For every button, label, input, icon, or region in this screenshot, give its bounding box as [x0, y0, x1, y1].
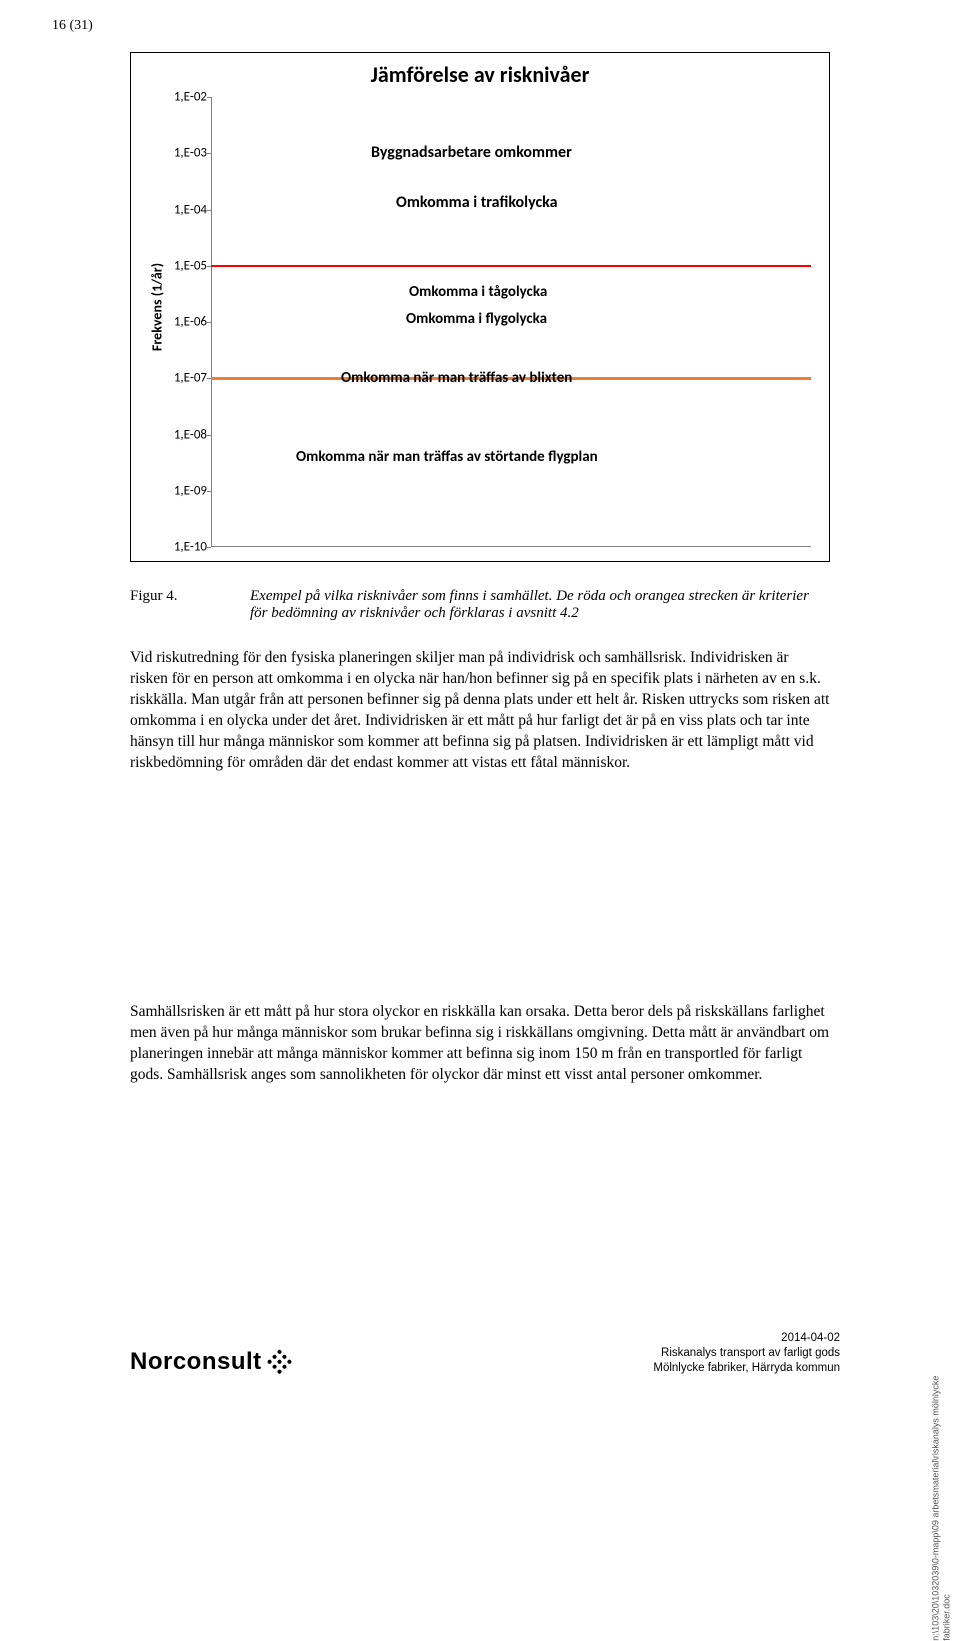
- y-tick-label: 1,E-06: [161, 315, 207, 330]
- y-tick-mark: [207, 435, 211, 436]
- y-tick-label: 1,E-09: [161, 483, 207, 498]
- y-tick-label: 1,E-04: [161, 202, 207, 217]
- y-tick-mark: [207, 491, 211, 492]
- footer-date: 2014-04-02: [653, 1331, 840, 1346]
- y-tick-label: 1,E-07: [161, 371, 207, 386]
- caption-label: Figur 4.: [130, 588, 250, 622]
- y-tick-label: 1,E-03: [161, 146, 207, 161]
- y-tick-label: 1,E-08: [161, 427, 207, 442]
- event-label: Omkomma när man träffas av störtande fly…: [296, 448, 598, 466]
- paragraph-1: Vid riskutredning för den fysiska planer…: [130, 648, 830, 774]
- logo-text: Norconsult: [130, 1348, 262, 1376]
- side-line2: fabriker.doc: [941, 1595, 951, 1641]
- event-label: Omkomma när man träffas av blixten: [341, 369, 572, 387]
- footer-line2: Mölnlycke fabriker, Härryda kommun: [653, 1361, 840, 1376]
- figure-caption: Figur 4. Exempel på vilka risknivåer som…: [130, 588, 830, 622]
- footer-line1: Riskanalys transport av farligt gods: [653, 1346, 840, 1361]
- risk-chart: Jämförelse av risknivåer Frekvens (1/år)…: [130, 52, 830, 562]
- event-label: Omkomma i flygolycka: [406, 310, 547, 328]
- side-line1: n:\103\20\1032039\0-mapp\09 arbetsmateri…: [930, 1376, 940, 1641]
- event-label: Byggnadsarbetare omkommer: [371, 143, 572, 162]
- side-filepath: n:\103\20\1032039\0-mapp\09 arbetsmateri…: [930, 1376, 952, 1641]
- y-tick-label: 1,E-10: [161, 540, 207, 555]
- caption-ref: avsnitt 4.2: [516, 605, 579, 621]
- risk-threshold-line: [211, 265, 811, 268]
- y-tick-label: 1,E-05: [161, 258, 207, 273]
- y-tick-mark: [207, 210, 211, 211]
- event-label: Omkomma i tågolycka: [409, 283, 547, 301]
- y-tick-mark: [207, 153, 211, 154]
- caption-text: Exempel på vilka risknivåer som finns i …: [250, 588, 830, 622]
- footer-meta: 2014-04-02 Riskanalys transport av farli…: [653, 1331, 840, 1376]
- y-tick-mark: [207, 547, 211, 548]
- footer: Norconsult 2014-04-02 Riskanalys transpo…: [130, 1316, 900, 1376]
- page-number: 16 (31): [52, 18, 93, 34]
- logo: Norconsult: [130, 1348, 289, 1376]
- y-axis-label: Frekvens (1/år): [149, 263, 166, 351]
- y-tick-mark: [207, 97, 211, 98]
- y-tick-label: 1,E-02: [161, 90, 207, 105]
- y-tick-mark: [207, 322, 211, 323]
- logo-dots-icon: [266, 1349, 293, 1376]
- event-label: Omkomma i trafikolycka: [396, 193, 558, 212]
- paragraph-2: Samhällsrisken är ett mått på hur stora …: [130, 1002, 830, 1086]
- chart-title: Jämförelse av risknivåer: [131, 61, 829, 88]
